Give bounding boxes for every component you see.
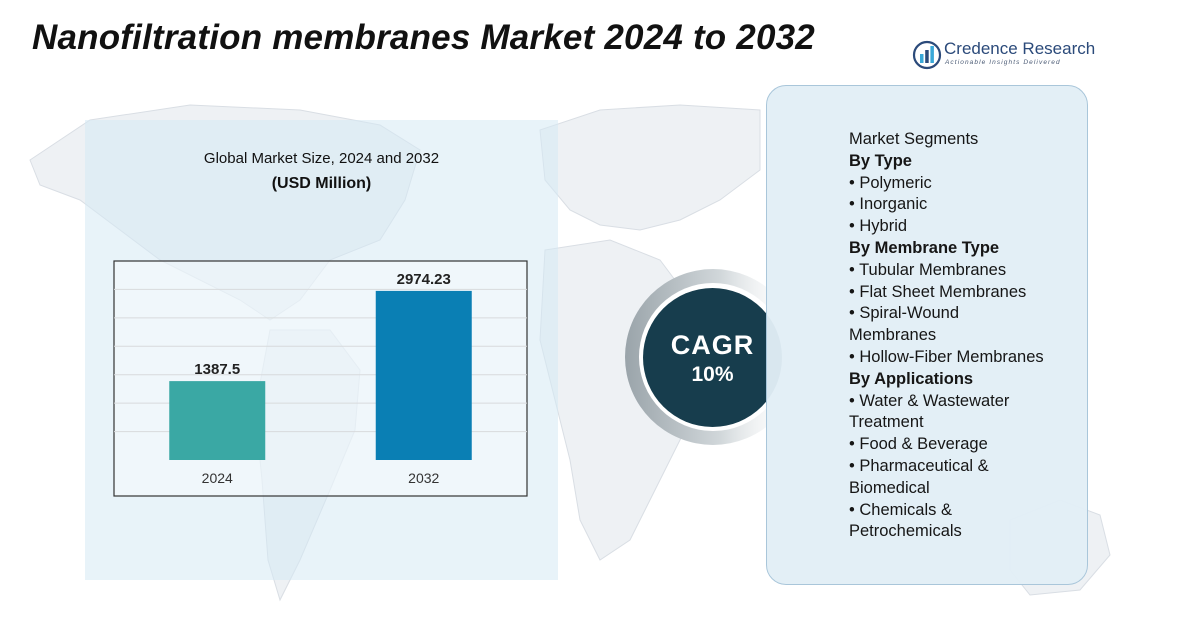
cagr-label: CAGR bbox=[670, 329, 755, 360]
segment-item: Petrochemicals bbox=[849, 522, 962, 541]
chart-title: Global Market Size, 2024 and 2032 bbox=[203, 150, 440, 167]
segment-item: Treatment bbox=[849, 413, 924, 432]
bar-2024 bbox=[169, 381, 266, 460]
segment-item: • Water & Wastewater bbox=[849, 391, 1010, 410]
market-size-chart-panel: Global Market Size, 2024 and 2032 (USD M… bbox=[85, 120, 558, 580]
bar-chart: 1387.5 2024 2974.23 2032 bbox=[113, 260, 528, 497]
segment-item: • Chemicals & bbox=[849, 500, 952, 519]
segment-item: Biomedical bbox=[849, 478, 930, 497]
bar-chart-logo-icon bbox=[912, 40, 942, 70]
segment-item: • Pharmaceutical & bbox=[849, 456, 989, 475]
x-tick-label: 2024 bbox=[202, 470, 233, 486]
bar-2032 bbox=[375, 290, 472, 460]
logo-name: Credence Research bbox=[944, 39, 1096, 58]
page-title: Nanofiltration membranes Market 2024 to … bbox=[32, 18, 815, 57]
segment-item: • Tubular Membranes bbox=[849, 260, 1007, 279]
segment-item: • Inorganic bbox=[849, 195, 928, 214]
cagr-value: 10% bbox=[691, 362, 734, 386]
segment-header: By Membrane Type bbox=[849, 238, 1000, 257]
segment-item: • Hybrid bbox=[849, 217, 908, 236]
bars: 1387.5 2024 2974.23 2032 bbox=[169, 271, 472, 486]
data-label: 2974.23 bbox=[397, 271, 451, 288]
chart-unit: (USD Million) bbox=[271, 175, 372, 192]
segment-item: • Polymeric bbox=[849, 173, 932, 192]
segment-item: Membranes bbox=[849, 326, 937, 345]
segments-list: Market Segments By Type • Polymeric • Inorg… bbox=[849, 129, 1089, 543]
segment-item: • Hollow-Fiber Membranes bbox=[849, 347, 1044, 366]
segments-title: Market Segments bbox=[849, 130, 979, 148]
segment-item: • Spiral-Wound bbox=[849, 304, 960, 323]
segment-item: • Food & Beverage bbox=[849, 435, 988, 454]
cagr-badge: CAGR 10% bbox=[643, 288, 782, 427]
x-tick-label: 2032 bbox=[408, 470, 439, 486]
market-segments-panel: Market Segments By Type • Polymeric • Inorg… bbox=[766, 85, 1088, 585]
brand-logo: Credence Research Actionable Insights De… bbox=[912, 38, 1102, 78]
logo-tagline: Actionable Insights Delivered bbox=[945, 59, 1061, 66]
segment-header: By Applications bbox=[849, 369, 974, 388]
data-label: 1387.5 bbox=[194, 361, 240, 378]
segment-header: By Type bbox=[849, 151, 912, 170]
segment-item: • Flat Sheet Membranes bbox=[849, 282, 1027, 301]
